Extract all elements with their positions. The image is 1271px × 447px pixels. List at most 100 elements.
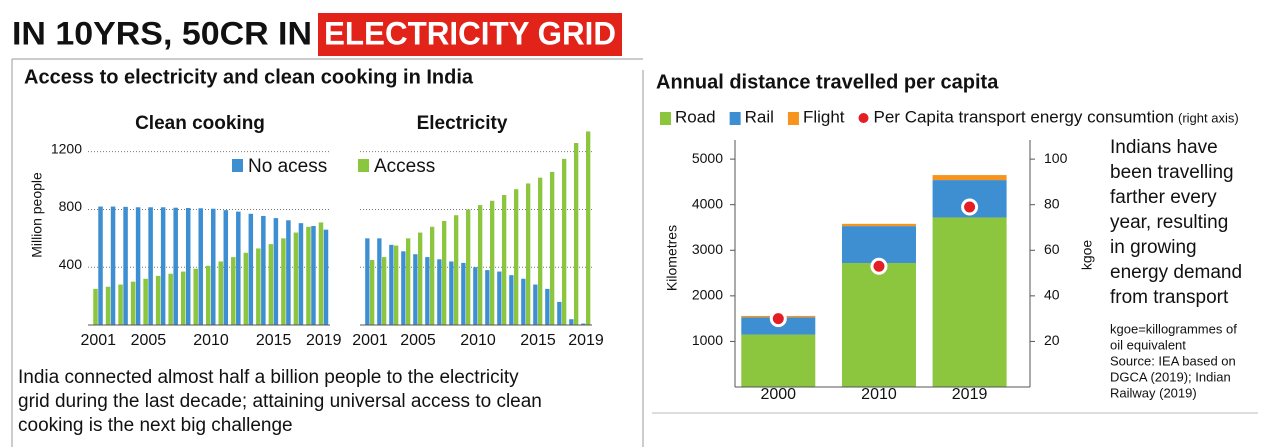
- bar: [437, 259, 442, 325]
- bar-segment: [841, 223, 916, 227]
- bar: [574, 143, 579, 325]
- energy-point: [870, 257, 888, 275]
- bar: [533, 284, 538, 325]
- bar: [473, 267, 478, 325]
- bar: [268, 244, 274, 325]
- legend-swatch: [660, 112, 671, 125]
- bar-segment: [841, 226, 916, 264]
- bar: [273, 218, 279, 325]
- bar: [286, 220, 291, 325]
- bar: [180, 271, 186, 325]
- bar: [418, 232, 423, 325]
- bar: [168, 273, 173, 325]
- x-tick-label: 2000: [760, 386, 796, 403]
- bar: [377, 238, 382, 325]
- side-text-line: farther every: [1110, 187, 1217, 208]
- bar: [135, 207, 141, 325]
- bar: [490, 200, 495, 325]
- bar: [160, 207, 166, 325]
- bar: [198, 208, 203, 325]
- bar-segment: [741, 334, 816, 387]
- bar: [236, 211, 241, 325]
- chart-title: Clean cooking: [135, 113, 265, 134]
- energy-point: [961, 198, 979, 216]
- side-text-line: Indians have: [1110, 137, 1218, 158]
- bar: [382, 257, 387, 325]
- bar: [256, 248, 261, 325]
- bar: [205, 265, 211, 325]
- bar: [110, 206, 116, 325]
- side-text-line: been travelling: [1110, 162, 1234, 183]
- bar: [562, 158, 567, 325]
- legend-note: (right axis): [1178, 110, 1239, 125]
- bar: [406, 238, 411, 325]
- bar: [545, 288, 550, 325]
- headline: IN 10YRS, 50CR IN: [12, 15, 312, 51]
- chart-title: Annual distance travelled per capita: [656, 71, 999, 93]
- note-line: oil equivalent: [1110, 337, 1186, 352]
- bar: [248, 213, 254, 325]
- bar: [193, 268, 198, 325]
- bar: [370, 260, 375, 325]
- bar: [466, 209, 471, 325]
- y-axis-label: Kilometres: [664, 225, 680, 291]
- bar: [143, 278, 148, 325]
- side-text-line: in growing: [1110, 237, 1197, 258]
- bar: [478, 205, 483, 325]
- y2-tick-label: 100: [1044, 150, 1068, 166]
- bar: [449, 261, 454, 325]
- bar: [425, 257, 430, 325]
- x-tick-label: 2010: [193, 332, 229, 349]
- x-tick-label: 2019: [952, 386, 988, 403]
- bar: [298, 223, 304, 325]
- bar: [586, 131, 591, 325]
- legend-label: No acess: [248, 156, 327, 177]
- bar: [413, 254, 418, 325]
- y-tick-label: 3000: [692, 241, 723, 257]
- y-tick-label: 5000: [692, 150, 723, 166]
- bar: [454, 215, 459, 325]
- legend-swatch: [232, 159, 243, 172]
- y2-tick-label: 60: [1044, 241, 1060, 257]
- x-tick-label: 2005: [400, 332, 436, 349]
- x-tick-label: 2010: [861, 386, 897, 403]
- bar: [569, 319, 574, 325]
- bar: [211, 208, 216, 325]
- bar-segment: [932, 217, 1007, 387]
- headline-highlight: ELECTRICITY GRID: [324, 15, 616, 51]
- bar: [223, 210, 229, 325]
- bar: [526, 183, 531, 325]
- bar: [394, 245, 399, 325]
- bar: [442, 221, 447, 325]
- bar: [148, 207, 153, 325]
- note-line: kgoe=killogrammes of: [1110, 321, 1237, 336]
- x-tick-label: 2019: [568, 332, 604, 349]
- bar: [502, 195, 507, 325]
- legend-label: Access: [374, 156, 435, 177]
- bar: [98, 206, 103, 325]
- bar: [261, 215, 266, 325]
- legend-label: Flight: [803, 107, 845, 126]
- side-text-line: from transport: [1110, 287, 1229, 308]
- bar: [293, 232, 299, 325]
- bar-segment: [932, 175, 1007, 181]
- bar: [123, 206, 128, 325]
- side-text-line: energy demand: [1110, 262, 1242, 283]
- bar: [93, 288, 98, 325]
- bar: [521, 278, 526, 325]
- bar: [155, 275, 161, 325]
- bar: [365, 238, 370, 325]
- legend-label: Road: [675, 107, 716, 126]
- bar: [389, 244, 394, 325]
- x-tick-label: 2001: [352, 332, 388, 349]
- headline-box: [318, 13, 622, 56]
- bar: [538, 177, 543, 325]
- caption-line: grid during the last decade; attaining u…: [18, 391, 542, 412]
- note-line: DGCA (2019); Indian: [1110, 369, 1231, 384]
- legend-swatch: [858, 113, 869, 123]
- x-tick-label: 2015: [256, 332, 292, 349]
- note-line: Railway (2019): [1110, 385, 1197, 400]
- chart-title: Electricity: [417, 113, 508, 134]
- caption-line: India connected almost half a billion pe…: [18, 367, 519, 388]
